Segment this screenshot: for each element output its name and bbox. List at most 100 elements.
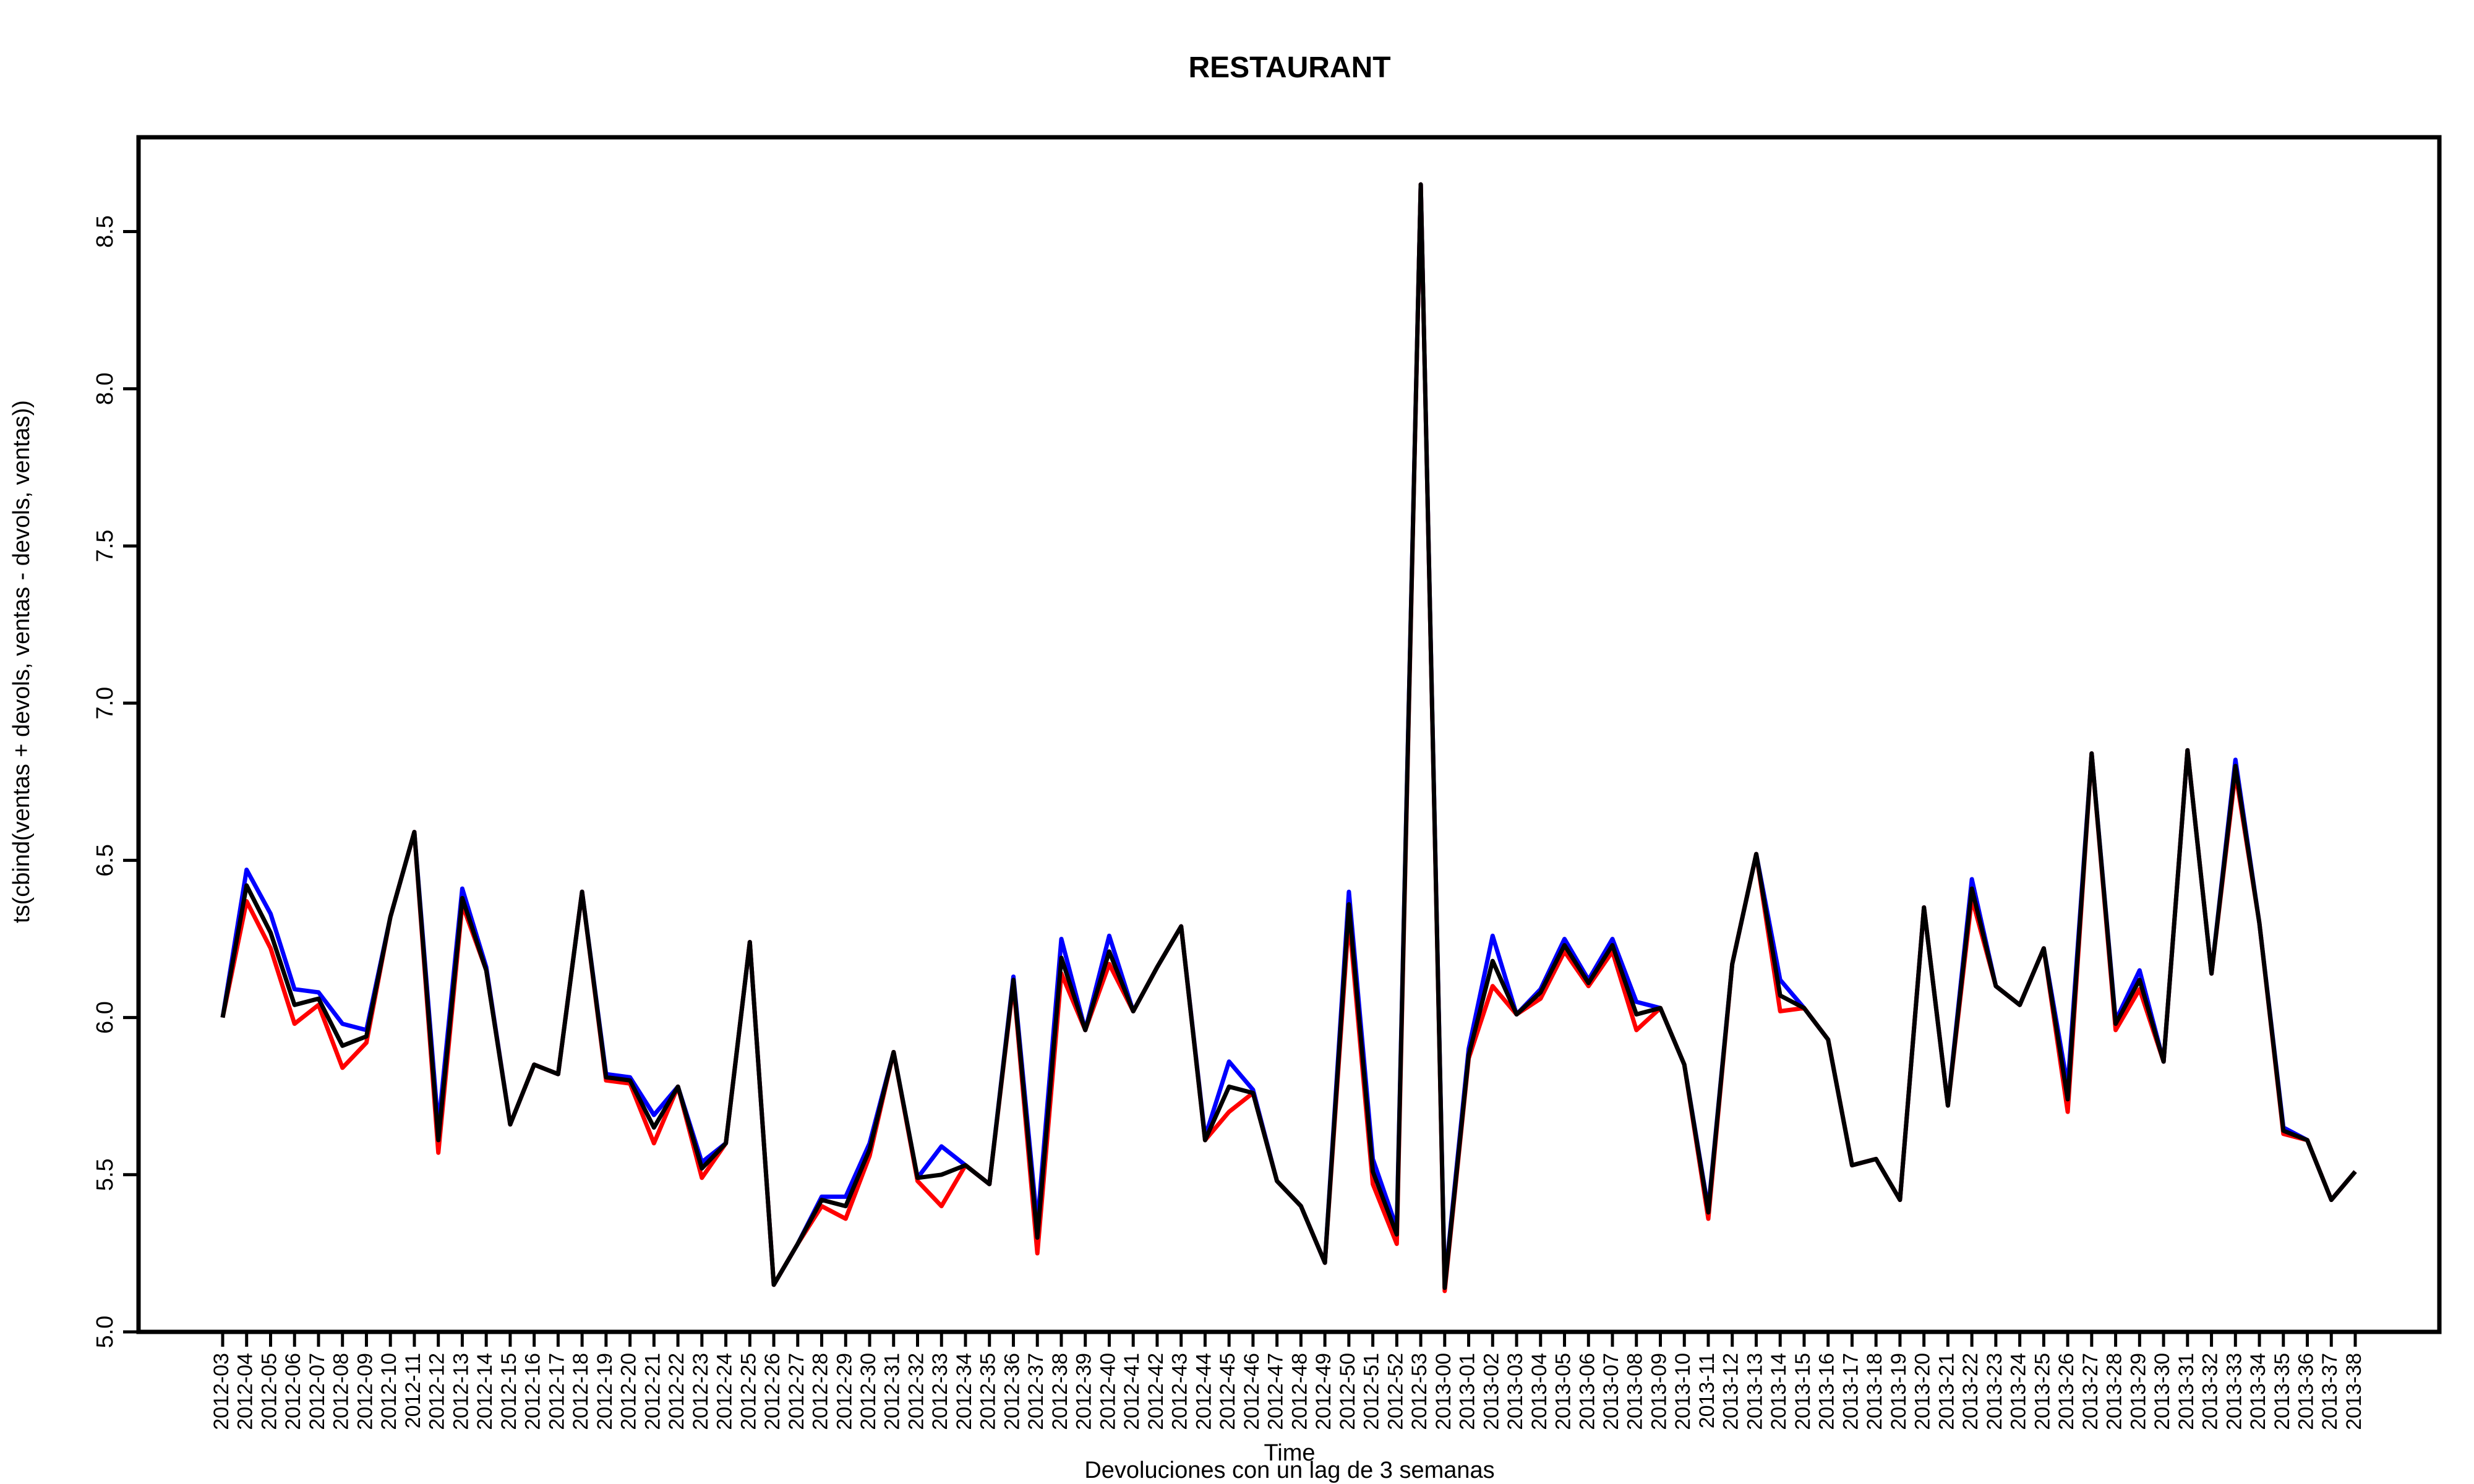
y-axis-label: ts(cbind(ventas + devols, ventas - devol…	[9, 400, 35, 923]
data-point	[365, 1041, 367, 1044]
data-point	[1156, 966, 1158, 968]
x-tick-label: 2012-10	[377, 1353, 401, 1430]
x-tick-label: 2013-38	[2342, 1353, 2366, 1430]
data-point	[341, 1044, 344, 1047]
data-point	[653, 1127, 655, 1129]
data-point	[2330, 1199, 2332, 1201]
data-point	[1228, 1060, 1230, 1063]
x-tick-label: 2012-46	[1240, 1353, 1264, 1430]
data-point	[1012, 979, 1015, 981]
data-point	[317, 997, 320, 1000]
x-tick-label: 2012-31	[881, 1353, 904, 1430]
data-point	[1491, 985, 1494, 987]
data-point	[533, 1064, 536, 1066]
x-tick-label: 2013-27	[2079, 1353, 2102, 1430]
data-point	[341, 1067, 344, 1069]
data-point	[485, 969, 487, 971]
x-tick-label: 2013-14	[1767, 1353, 1791, 1430]
y-tick-label: 8.5	[92, 215, 118, 248]
x-tick-label: 2012-30	[857, 1353, 880, 1430]
data-point	[653, 1114, 655, 1116]
data-point	[221, 1017, 224, 1019]
x-tick-label: 2012-20	[617, 1353, 641, 1430]
y-tick-label: 6.5	[92, 844, 118, 877]
data-point	[581, 890, 583, 893]
data-point	[1348, 903, 1350, 906]
data-point	[365, 1035, 367, 1038]
data-point	[2115, 1029, 2117, 1031]
data-point	[1635, 1013, 1638, 1016]
y-tick-label: 7.5	[92, 530, 118, 563]
x-tick-label: 2012-47	[1264, 1353, 1288, 1430]
data-point	[2066, 1098, 2069, 1101]
data-point	[1659, 1007, 1662, 1009]
data-point	[940, 1145, 943, 1148]
data-point	[844, 1195, 847, 1198]
data-point	[1539, 997, 1542, 1000]
data-point	[701, 1177, 703, 1179]
x-tick-label: 2012-04	[234, 1353, 257, 1430]
data-point	[821, 1195, 823, 1198]
data-point	[1108, 934, 1110, 937]
data-point	[317, 991, 320, 994]
data-point	[1564, 938, 1566, 940]
x-tick-label: 2013-22	[1959, 1353, 1982, 1430]
x-axis: 2012-03 2012-04 2012-05 2012-06 2012-07 2012-…	[210, 1332, 2366, 1430]
x-tick-label: 2012-53	[1408, 1353, 1431, 1430]
data-point	[1731, 963, 1734, 965]
x-tick-label: 2012-41	[1120, 1353, 1144, 1430]
x-tick-label: 2013-00	[1432, 1353, 1455, 1430]
x-tick-label: 2013-23	[1983, 1353, 2006, 1430]
data-point	[270, 913, 272, 915]
data-point	[677, 1085, 679, 1088]
data-point	[2162, 1060, 2165, 1063]
data-point	[1635, 1000, 1638, 1003]
data-point	[701, 1167, 703, 1170]
data-point	[917, 1180, 919, 1182]
x-tick-label: 2012-33	[928, 1353, 952, 1430]
data-point	[844, 1205, 847, 1208]
x-tick-label: 2013-20	[1911, 1353, 1935, 1430]
x-tick-label: 2012-35	[977, 1353, 1000, 1430]
data-point	[1012, 976, 1015, 978]
data-point	[557, 1073, 559, 1075]
x-tick-label: 2012-21	[641, 1353, 664, 1430]
data-point	[2258, 922, 2261, 924]
data-point	[1755, 853, 1758, 855]
series-layer	[220, 182, 2357, 1294]
x-tick-label: 2013-09	[1647, 1353, 1671, 1430]
x-tick-label: 2012-48	[1288, 1353, 1311, 1430]
x-tick-label: 2013-10	[1671, 1353, 1695, 1430]
x-tick-label: 2013-18	[1863, 1353, 1886, 1430]
x-tick-label: 2013-02	[1479, 1353, 1503, 1430]
data-point	[461, 887, 463, 890]
data-point	[1084, 1029, 1087, 1031]
x-tick-label: 2012-09	[353, 1353, 377, 1430]
data-point	[1204, 1139, 1206, 1141]
x-tick-label: 2013-34	[2246, 1353, 2270, 1430]
data-point	[246, 869, 248, 871]
data-point	[1827, 1038, 1830, 1041]
data-point	[1515, 1013, 1518, 1016]
data-point	[2091, 753, 2093, 755]
x-tick-label: 2013-04	[1528, 1353, 1551, 1430]
x-tick-label: 2012-07	[306, 1353, 329, 1430]
data-point	[1036, 1237, 1038, 1239]
data-point	[1779, 1010, 1781, 1012]
x-tick-label: 2013-35	[2271, 1353, 2294, 1430]
data-point	[1395, 1233, 1398, 1235]
x-tick-label: 2013-33	[2222, 1353, 2246, 1430]
chart-subtitle: Devoluciones con un lag de 3 semanas	[1084, 1457, 1494, 1483]
data-point	[605, 1076, 607, 1078]
data-point	[413, 831, 416, 834]
y-tick-label: 5.0	[92, 1316, 118, 1349]
data-point	[653, 1142, 655, 1145]
data-point	[821, 1199, 823, 1201]
data-point	[773, 1284, 775, 1286]
x-tick-label: 2012-19	[593, 1353, 617, 1430]
data-point	[1228, 1085, 1230, 1088]
data-point	[293, 1023, 296, 1025]
x-tick-label: 2012-24	[713, 1353, 737, 1430]
data-point	[1611, 938, 1614, 940]
x-tick-label: 2013-26	[2055, 1353, 2078, 1430]
